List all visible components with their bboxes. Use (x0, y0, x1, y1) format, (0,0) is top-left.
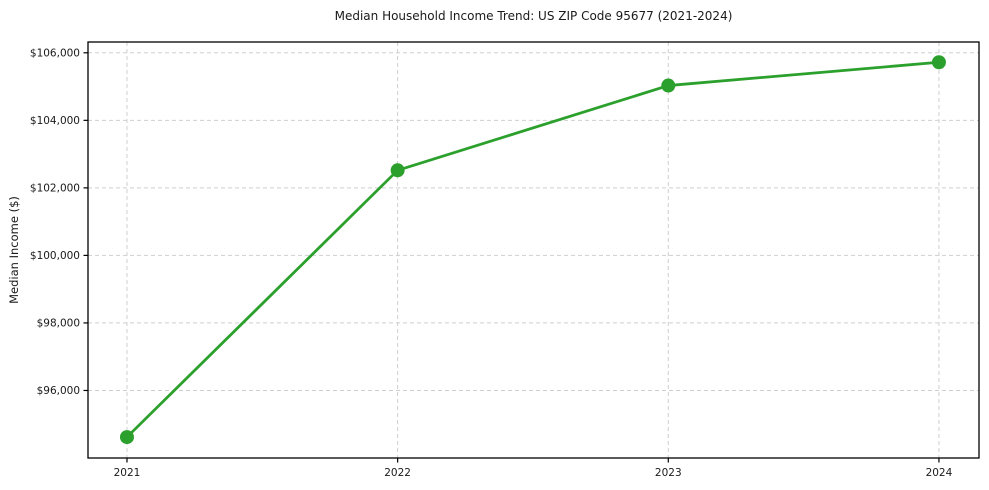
y-tick-label: $102,000 (30, 182, 80, 194)
data-point-2024 (931, 55, 946, 70)
data-point-2023 (661, 78, 676, 93)
x-tick-label: 2023 (655, 467, 682, 479)
x-tick-label: 2024 (926, 467, 953, 479)
x-tick-label: 2021 (114, 467, 141, 479)
plot-border (87, 41, 980, 459)
data-point-2022 (390, 163, 405, 178)
x-tick-label: 2022 (384, 467, 411, 479)
y-tick-label: $106,000 (30, 47, 80, 59)
y-tick-label: $104,000 (30, 115, 80, 127)
income-trend-line (125, 60, 941, 439)
y-tick-label: $98,000 (37, 317, 80, 329)
data-point-2021 (119, 430, 134, 445)
chart-title: Median Household Income Trend: US ZIP Co… (334, 9, 733, 23)
y-tick-label: $100,000 (30, 250, 80, 262)
y-tick-label: $96,000 (37, 385, 80, 397)
